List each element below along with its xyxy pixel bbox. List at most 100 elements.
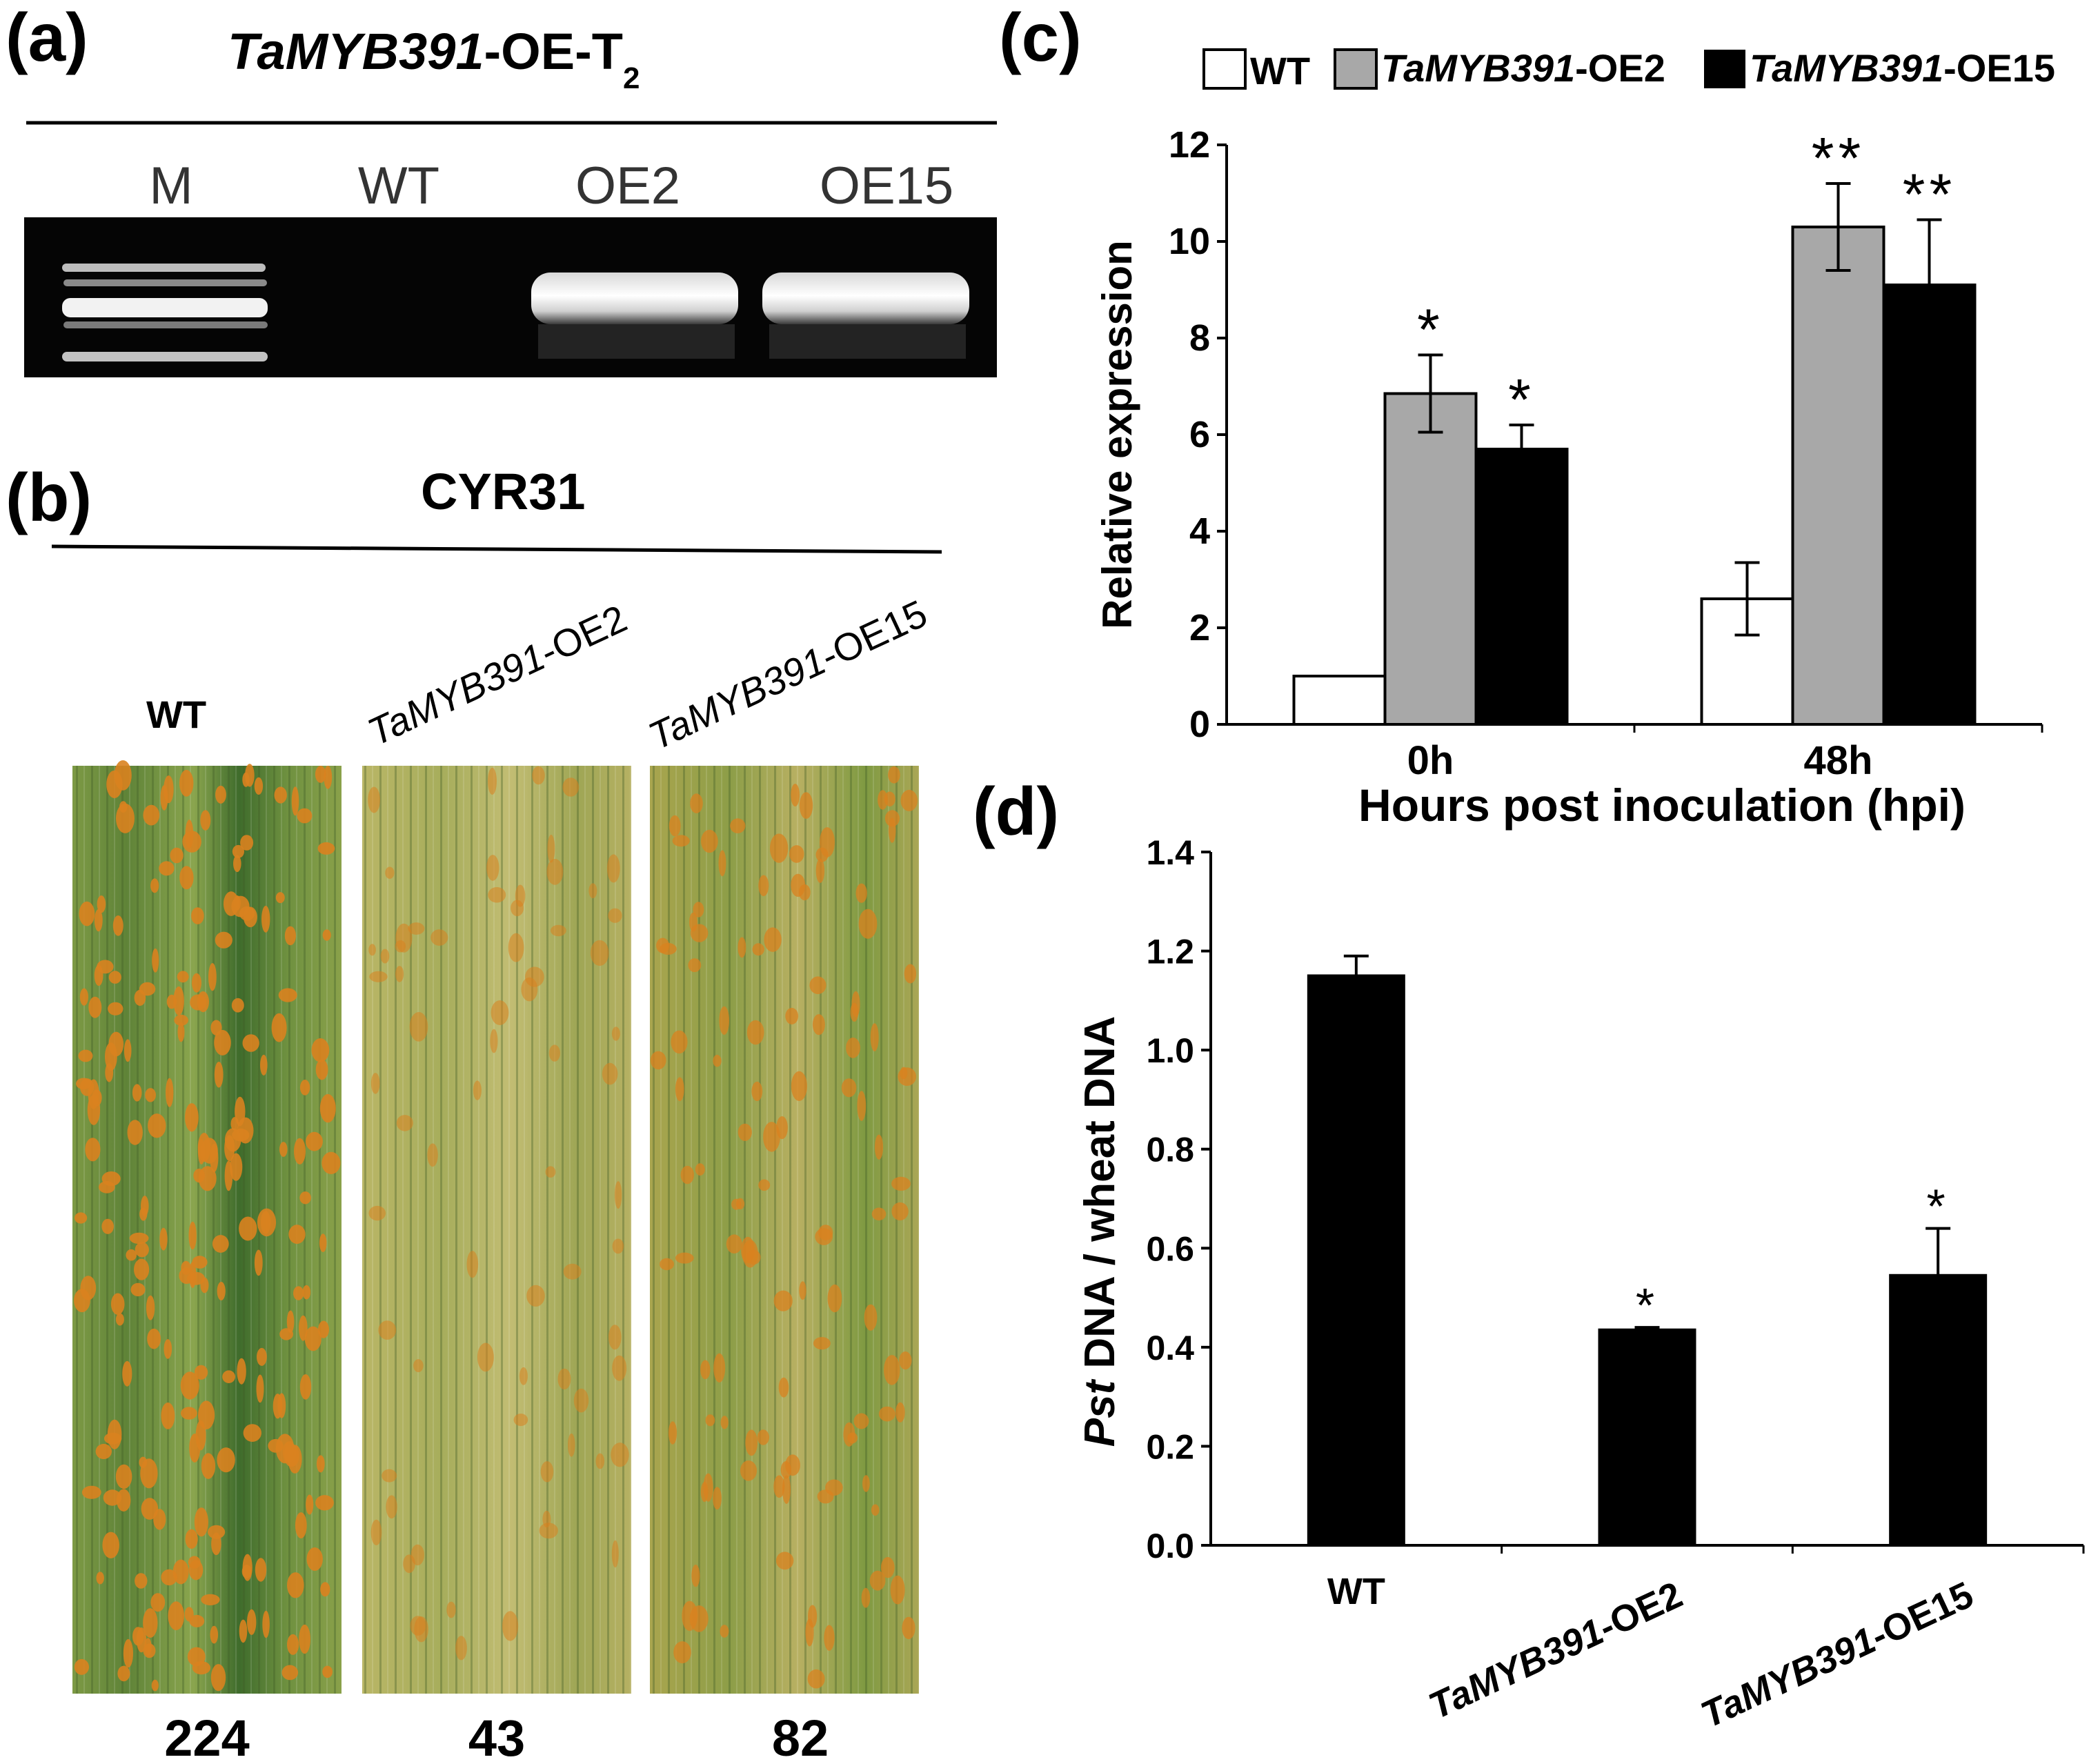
rust-pustule: [691, 1565, 700, 1587]
rust-pustule: [135, 1573, 148, 1589]
rust-pustule: [201, 1453, 216, 1479]
rust-pustule: [215, 931, 232, 949]
panel-b-label: (b): [6, 459, 92, 535]
panel-b-title: CYR31: [421, 463, 586, 520]
rust-pustule: [304, 1326, 321, 1351]
leaf-oe2-image: [362, 766, 631, 1694]
oe2-band-smear: [538, 324, 735, 359]
rust-pustule: [742, 1240, 758, 1268]
rust-pustule: [853, 1413, 869, 1429]
rust-pustule: [254, 1249, 263, 1276]
rust-pustule: [861, 1587, 871, 1608]
rust-pustule: [890, 1575, 905, 1605]
rust-pustule: [123, 1638, 133, 1668]
rust-pustule: [81, 1485, 101, 1499]
significance-mark: *: [1508, 367, 1535, 432]
rust-pustule: [380, 949, 390, 964]
rust-pustule: [185, 1103, 199, 1132]
rust-pustule: [764, 927, 782, 952]
rust-pustule: [611, 1443, 629, 1467]
x-category-label: TaMYB391-OE15: [1695, 1574, 1980, 1736]
rust-pustule: [115, 1313, 124, 1326]
rust-pustule: [311, 1038, 330, 1062]
rust-pustule: [233, 895, 241, 911]
rust-pustule: [211, 1532, 221, 1556]
rust-pustule: [490, 1029, 498, 1053]
rust-pustule: [315, 1495, 334, 1511]
rust-pustule: [299, 1374, 312, 1400]
y-tick-label: 8: [1189, 317, 1210, 359]
rust-pustule: [255, 1558, 267, 1582]
rust-pustule: [855, 883, 867, 903]
rust-pustule: [671, 1030, 688, 1054]
rust-pustule: [147, 1328, 161, 1349]
rust-pustule: [737, 1123, 752, 1141]
rust-pustule: [551, 924, 566, 937]
rust-pustule: [862, 1475, 870, 1492]
rust-pustule: [545, 1166, 556, 1178]
rust-pustule: [595, 1453, 605, 1469]
bar: [1791, 226, 1885, 726]
rust-pustule: [94, 909, 103, 932]
rust-pustule: [612, 1355, 627, 1381]
rust-pustule: [809, 976, 826, 994]
leaf-wt-image: [72, 760, 341, 1694]
rust-pustule: [129, 1232, 149, 1245]
rust-pustule: [108, 1031, 124, 1057]
rust-pustule: [805, 1618, 814, 1647]
rust-pustule: [713, 1055, 722, 1067]
rust-pustule: [287, 1572, 304, 1598]
rust-pustule: [703, 1473, 713, 1502]
rust-pustule: [101, 1218, 114, 1234]
rust-pustule: [306, 1547, 323, 1571]
leaf-label-wt: WT: [146, 693, 206, 736]
y-tick-label: 0.6: [1146, 1229, 1194, 1268]
rust-pustule: [791, 1071, 807, 1101]
rust-pustule: [239, 1216, 257, 1241]
rust-pustule: [299, 1315, 308, 1341]
rust-pustule: [519, 1367, 528, 1385]
rust-pustule: [170, 847, 184, 864]
rust-pustule: [895, 1402, 905, 1423]
rust-pustule: [146, 1295, 155, 1320]
rust-pustule: [256, 1374, 264, 1403]
rust-pustule: [899, 1351, 912, 1370]
rust-pustule: [446, 1601, 456, 1618]
rust-pustule: [695, 1163, 705, 1176]
leaf-label-oe15: TaMYB391-OE15: [642, 591, 933, 758]
rust-pustule: [675, 1077, 684, 1102]
rust-pustule: [319, 1093, 336, 1123]
rust-pustule: [151, 1679, 159, 1692]
rust-pustule: [275, 1434, 295, 1464]
rust-pustule: [97, 895, 106, 913]
bar: [1882, 284, 1977, 726]
rust-pustule: [164, 775, 174, 804]
rust-pustule: [540, 1461, 554, 1483]
rust-pustule: [488, 767, 497, 795]
legend-swatch-oe2: [1334, 48, 1378, 90]
rust-pustule: [197, 1133, 211, 1162]
rust-pustule: [650, 1051, 666, 1070]
rust-pustule: [168, 1601, 185, 1631]
rust-pustule: [413, 1359, 424, 1373]
rust-pustule: [718, 850, 726, 877]
rust-pustule: [726, 1234, 742, 1253]
rust-pustule: [608, 908, 622, 923]
rust-pustule: [324, 765, 333, 789]
lesion-count-oe15: 82: [772, 1710, 829, 1764]
rust-pustule: [278, 988, 297, 1002]
rust-pustule: [208, 963, 217, 991]
rust-pustule: [108, 1002, 123, 1015]
rust-pustule: [237, 1358, 246, 1385]
y-tick-label: 1.0: [1146, 1031, 1194, 1070]
y-tick-label: 0.0: [1146, 1527, 1194, 1565]
ladder-band: [63, 279, 267, 286]
rust-pustule: [548, 1044, 561, 1062]
rust-pustule: [370, 1519, 382, 1546]
gel-lane-labels: M WT OE2 OE15: [149, 157, 953, 215]
rust-pustule: [271, 1013, 287, 1042]
rust-pustule: [568, 1433, 575, 1457]
rust-pustule: [368, 944, 376, 956]
rust-pustule: [368, 786, 380, 813]
